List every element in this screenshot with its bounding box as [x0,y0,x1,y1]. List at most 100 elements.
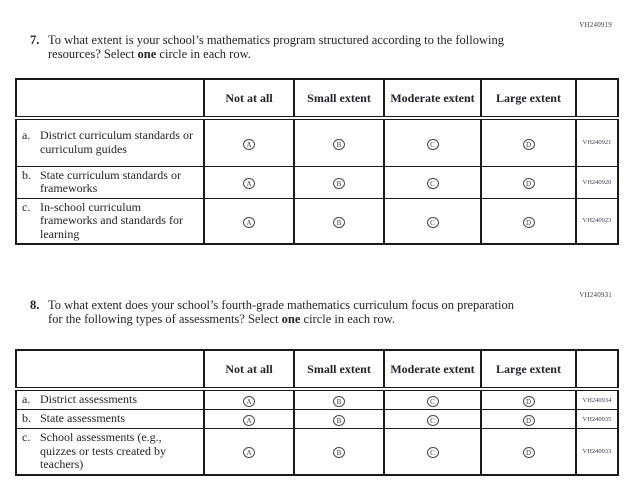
question-7-text-after: circle in each row. [156,46,251,61]
answer-circle-b[interactable]: B [333,216,345,228]
table-8-row-c: c. School assessments (e.g., quizzes or t… [15,428,619,475]
question-8: 8. To what extent does your school’s fou… [30,298,522,326]
option-cell-not-at-all: A [203,197,295,245]
table-8-header-large-extent: Large extent [480,349,577,391]
question-8-bold-word: one [281,311,301,326]
question-8-text-after: circle in each row. [300,311,396,326]
question-7: 7. To what extent is your school’s mathe… [30,33,522,61]
option-cell-large-extent: D [480,117,577,167]
answer-circle-c[interactable]: C [426,178,439,189]
answer-circle-b[interactable]: B [333,396,345,407]
answer-circle-c[interactable]: C [426,396,439,407]
question-8-table: Not at all Small extent Moderate extent … [15,349,619,476]
option-cell-large-extent: D [480,409,577,429]
option-cell-large-extent: D [480,388,577,410]
row-letter: b. [22,167,31,182]
table-8-row-b: b. State assessments A B C D VH240935 [15,409,619,429]
row-label: District assessments [40,392,137,407]
row-label-cell: b. State assessments [15,409,205,429]
option-cell-small-extent: B [293,428,385,475]
question-7-bold-word: one [137,46,157,61]
answer-circle-c[interactable]: C [426,415,439,426]
answer-circle-b[interactable]: B [333,415,345,426]
row-label: In-school curriculum frameworks and stan… [40,199,183,241]
question-8-text-main: To what extent does your school’s fourth… [48,298,514,326]
table-7-header-code-empty [575,78,619,120]
table-7-header-large-extent: Large extent [480,78,577,120]
table-8-header-moderate-extent: Moderate extent [383,349,482,391]
row-code: VH240923 [575,197,619,245]
answer-circle-b[interactable]: B [333,447,345,459]
table-8-header-empty [15,349,205,391]
option-cell-small-extent: B [293,409,385,429]
table-7-header-row: Not at all Small extent Moderate extent … [15,78,619,120]
option-cell-not-at-all: A [203,165,295,199]
question-7-text: To what extent is your school’s mathemat… [48,33,522,61]
table-7-row-a: a. District curriculum standards or curri… [15,117,619,167]
option-cell-small-extent: B [293,197,385,245]
answer-circle-d[interactable]: D [522,178,535,189]
option-cell-not-at-all: A [203,409,295,429]
option-cell-small-extent: B [293,117,385,167]
answer-circle-d[interactable]: D [522,396,535,407]
row-label: State assessments [40,411,125,426]
option-cell-moderate-extent: C [383,165,482,199]
row-code: VH240935 [575,409,619,429]
table-8-header-small-extent: Small extent [293,349,385,391]
option-cell-moderate-extent: C [383,117,482,167]
table-8-header-not-at-all: Not at all [203,349,295,391]
table-7-header-moderate-extent: Moderate extent [383,78,482,120]
option-cell-small-extent: B [293,165,385,199]
answer-circle-b[interactable]: B [333,178,345,189]
row-letter: a. [22,128,31,143]
row-letter: b. [22,411,31,426]
row-label: State curriculum standards or frameworks [40,167,181,195]
row-label-cell: c. In-school curriculum frameworks and st… [15,197,205,245]
option-cell-large-extent: D [480,197,577,245]
table-8-header-row: Not at all Small extent Moderate extent … [15,349,619,391]
question-7-table: Not at all Small extent Moderate extent … [15,78,619,245]
row-label-cell: a. District curriculum standards or curri… [15,117,205,167]
table-8-header-code-empty [575,349,619,391]
answer-circle-c[interactable]: C [426,138,439,150]
answer-circle-b[interactable]: B [333,138,345,150]
option-cell-not-at-all: A [203,428,295,475]
table-7-header-not-at-all: Not at all [203,78,295,120]
row-code: VH240934 [575,388,619,410]
answer-circle-d[interactable]: D [522,415,535,426]
row-label-cell: c. School assessments (e.g., quizzes or t… [15,428,205,475]
answer-circle-c[interactable]: C [426,447,439,459]
answer-circle-a[interactable]: A [243,178,255,189]
answer-circle-a[interactable]: A [243,415,255,426]
question-8-text: To what extent does your school’s fourth… [48,298,522,326]
answer-circle-d[interactable]: D [522,216,535,228]
question-8-code: VH240931 [579,291,612,299]
table-7-row-b: b. State curriculum standards or framewor… [15,165,619,199]
question-7-number: 7. [30,33,40,47]
row-label: School assessments (e.g., quizzes or tes… [40,430,166,471]
option-cell-small-extent: B [293,388,385,410]
option-cell-large-extent: D [480,165,577,199]
question-7-code: VH240919 [579,21,612,29]
answer-circle-d[interactable]: D [522,138,535,150]
answer-circle-a[interactable]: A [243,216,255,228]
row-label-cell: a. District assessments [15,388,205,410]
row-letter: c. [22,430,31,444]
row-letter: a. [22,392,31,407]
row-label: District curriculum standards or curricu… [40,128,193,156]
option-cell-not-at-all: A [203,388,295,410]
answer-circle-a[interactable]: A [243,447,255,459]
answer-circle-a[interactable]: A [243,396,255,407]
table-8-row-a: a. District assessments A B C D VH240934 [15,388,619,410]
answer-circle-d[interactable]: D [522,447,535,459]
row-label-cell: b. State curriculum standards or framewor… [15,165,205,199]
option-cell-not-at-all: A [203,117,295,167]
answer-circle-a[interactable]: A [243,138,255,150]
table-7-row-c: c. In-school curriculum frameworks and st… [15,197,619,245]
option-cell-large-extent: D [480,428,577,475]
row-letter: c. [22,199,31,214]
table-7-header-small-extent: Small extent [293,78,385,120]
option-cell-moderate-extent: C [383,388,482,410]
answer-circle-c[interactable]: C [426,216,439,228]
